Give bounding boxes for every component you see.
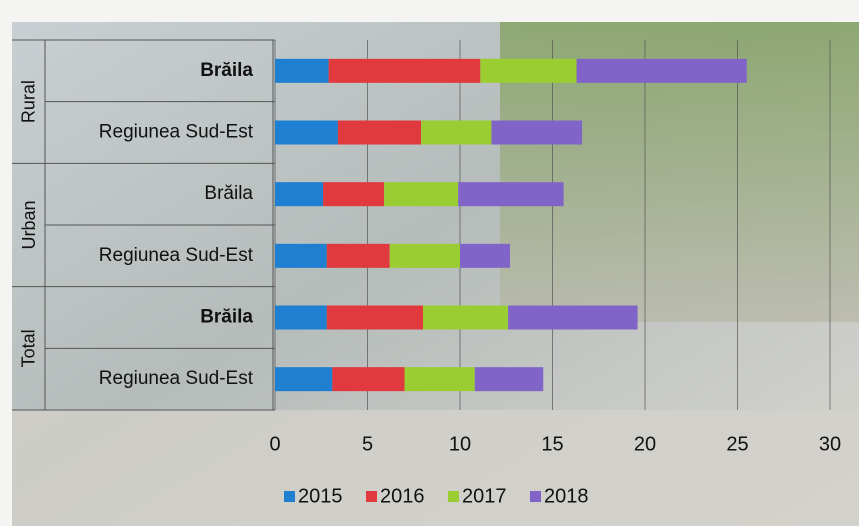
legend-label: 2015 bbox=[298, 485, 343, 507]
bar-segment bbox=[405, 367, 475, 391]
x-tick-label: 5 bbox=[362, 433, 373, 455]
legend-label: 2017 bbox=[462, 485, 507, 507]
bar-segment bbox=[327, 244, 390, 268]
bar-segment bbox=[475, 367, 543, 391]
bar-segment bbox=[275, 121, 338, 145]
chart: 0 5 10 15 20 25 30 Rural Urban Total Brăila Regiune… bbox=[0, 0, 859, 526]
bar-segment bbox=[480, 59, 576, 83]
y-tick-label: Brăila bbox=[200, 307, 253, 328]
bar-segment bbox=[275, 306, 327, 330]
legend-swatch bbox=[284, 491, 295, 502]
group-label: Urban bbox=[19, 200, 39, 249]
bar-segment bbox=[421, 121, 491, 145]
bar-segment bbox=[390, 244, 460, 268]
x-tick-label: 25 bbox=[726, 433, 748, 455]
y-tick-label: Regiunea Sud-Est bbox=[99, 122, 254, 143]
bar-segment bbox=[332, 367, 404, 391]
bar-segment bbox=[460, 244, 510, 268]
bar-segment bbox=[458, 182, 563, 206]
bar-segment bbox=[275, 367, 332, 391]
bar-segment bbox=[323, 182, 384, 206]
bar-segment bbox=[508, 306, 637, 330]
group-label: Rural bbox=[19, 80, 39, 123]
bar-segment bbox=[577, 59, 747, 83]
y-tick-label: Brăila bbox=[204, 183, 253, 204]
bar-segment bbox=[275, 59, 329, 83]
legend-swatch bbox=[530, 491, 541, 502]
x-tick-label: 10 bbox=[449, 433, 471, 455]
legend-swatch bbox=[366, 491, 377, 502]
bar-segment bbox=[275, 244, 327, 268]
photo-stone bbox=[12, 410, 859, 526]
y-tick-label: Regiunea Sud-Est bbox=[99, 245, 254, 266]
bar-segment bbox=[423, 306, 508, 330]
x-tick-label: 20 bbox=[634, 433, 656, 455]
group-label: Total bbox=[19, 329, 39, 367]
legend-label: 2018 bbox=[544, 485, 589, 507]
bar-segment bbox=[384, 182, 458, 206]
y-tick-label: Regiunea Sud-Est bbox=[99, 368, 254, 389]
bar-segment bbox=[275, 182, 323, 206]
bar-segment bbox=[338, 121, 421, 145]
x-tick-label: 30 bbox=[819, 433, 841, 455]
bar-segment bbox=[491, 121, 582, 145]
bar-segment bbox=[329, 59, 481, 83]
x-tick-label: 15 bbox=[541, 433, 563, 455]
y-tick-label: Brăila bbox=[200, 60, 253, 81]
x-tick-label: 0 bbox=[269, 433, 280, 455]
legend-swatch bbox=[448, 491, 459, 502]
legend-label: 2016 bbox=[380, 485, 425, 507]
bar-segment bbox=[327, 306, 423, 330]
